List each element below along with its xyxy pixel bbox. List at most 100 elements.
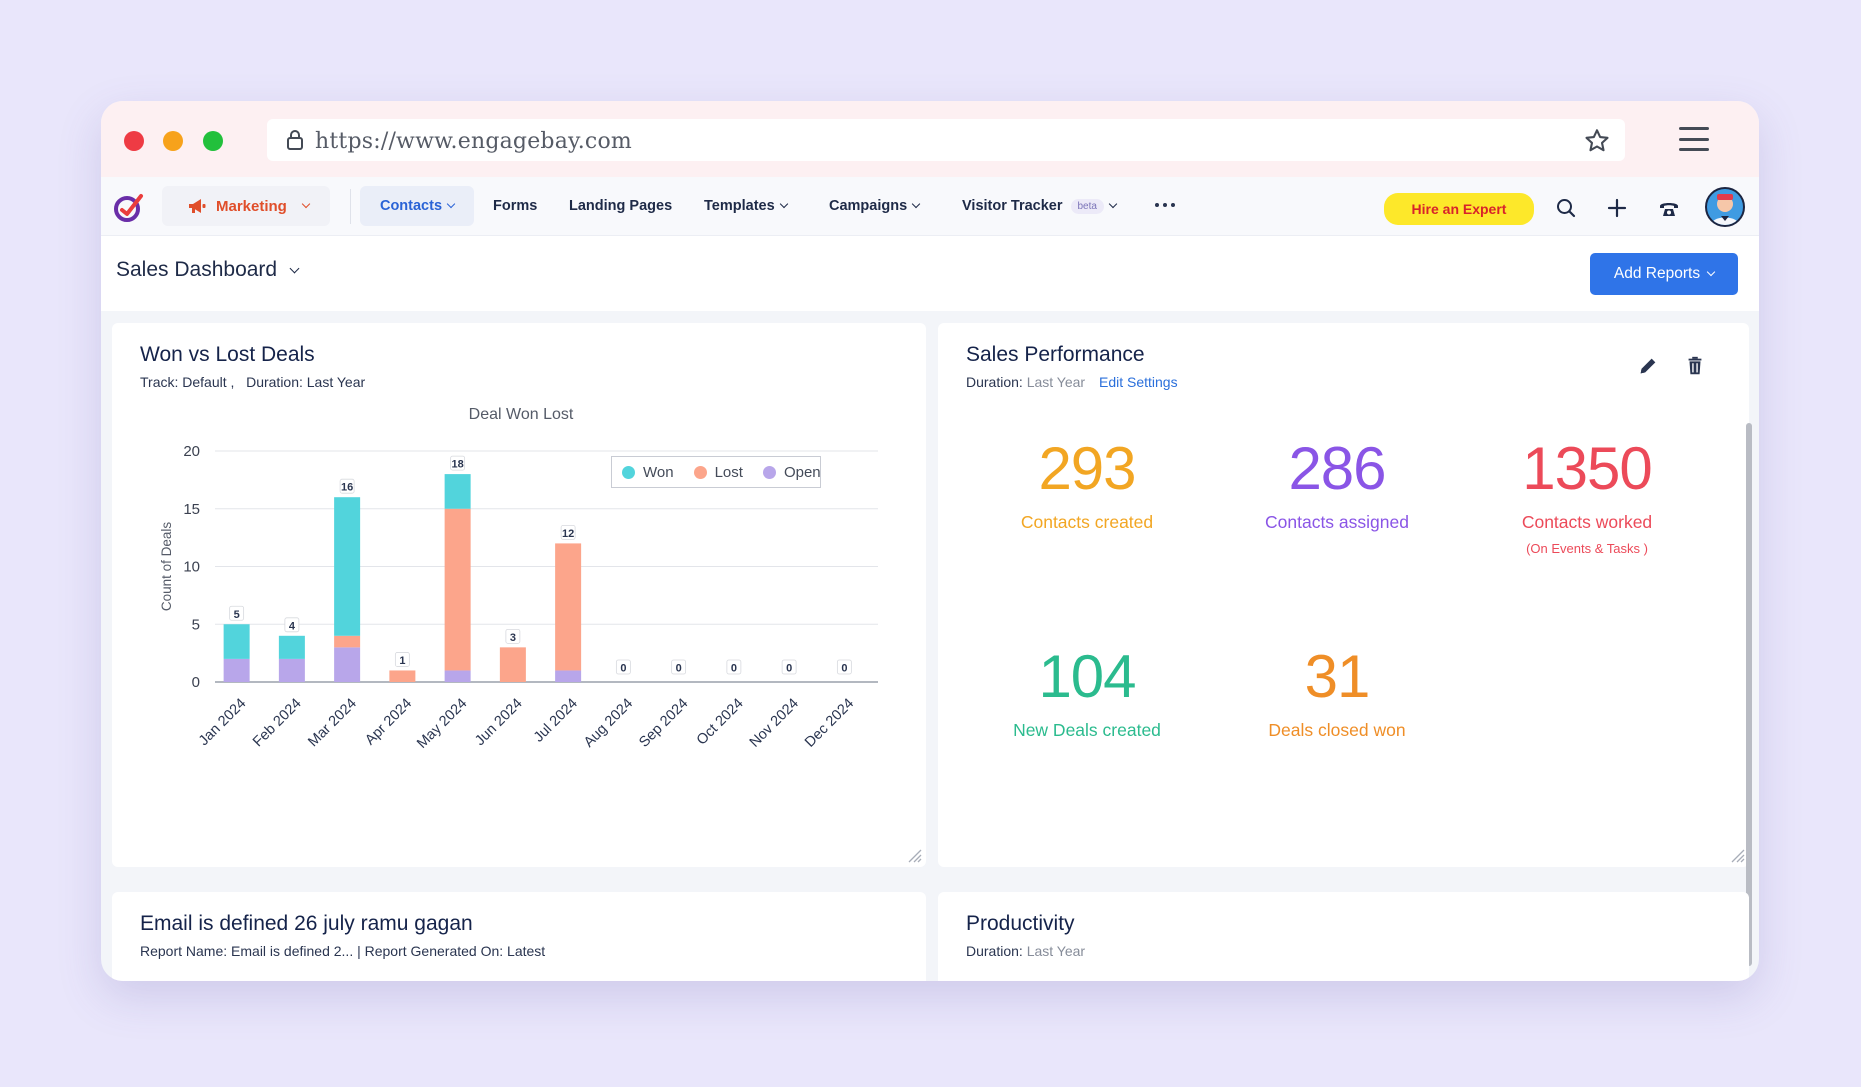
- bar-open[interactable]: [223, 658, 250, 682]
- nav-divider: [350, 189, 351, 224]
- maximize-window-dot[interactable]: [203, 131, 223, 151]
- delete-trash-icon[interactable]: [1684, 355, 1706, 377]
- bar-lost[interactable]: [499, 647, 526, 682]
- bar-won[interactable]: [223, 624, 250, 659]
- total-label: 0: [620, 663, 626, 675]
- nav-visitor-tracker[interactable]: Visitor Tracker beta: [962, 186, 1118, 226]
- metric-note: (On Events & Tasks ): [1526, 541, 1648, 556]
- x-tick-label: Jan 2024: [196, 696, 250, 750]
- total-label: 1: [399, 655, 405, 667]
- bar-open[interactable]: [444, 670, 471, 682]
- browser-menu-icon[interactable]: [1677, 123, 1711, 155]
- phone-icon[interactable]: [1657, 196, 1681, 220]
- close-window-dot[interactable]: [124, 131, 144, 151]
- nav-landing-pages[interactable]: Landing Pages: [569, 186, 672, 226]
- bar-lost[interactable]: [334, 635, 361, 648]
- marketing-label: Marketing: [216, 197, 287, 215]
- minimize-window-dot[interactable]: [163, 131, 183, 151]
- bar-open[interactable]: [334, 647, 361, 682]
- add-reports-button[interactable]: Add Reports: [1590, 253, 1738, 295]
- duration-label: Duration: Last Year: [246, 374, 366, 390]
- dashboard-selector[interactable]: Sales Dashboard: [116, 258, 300, 282]
- lock-icon: [287, 130, 303, 150]
- metric-label: Contacts worked: [1521, 512, 1653, 532]
- legend-label-open: Open: [783, 463, 821, 481]
- total-label: 5: [234, 609, 240, 621]
- x-tick-label: Nov 2024: [747, 696, 802, 751]
- total-label-box: [229, 605, 245, 621]
- bar-won[interactable]: [334, 497, 361, 636]
- hire-expert-button[interactable]: Hire an Expert: [1384, 193, 1534, 225]
- total-label-box: [781, 659, 797, 675]
- bar-lost[interactable]: [389, 670, 416, 682]
- nav-contacts[interactable]: Contacts: [360, 186, 474, 226]
- engagebay-logo-icon[interactable]: [113, 191, 145, 223]
- user-avatar-icon: [1711, 194, 1739, 225]
- legend-item-won[interactable]: Won: [622, 464, 674, 481]
- total-label: 0: [731, 663, 737, 675]
- total-label-box: [726, 659, 742, 675]
- metric-value: 286: [1288, 435, 1386, 502]
- resize-handle-icon[interactable]: [904, 845, 922, 863]
- beta-badge: beta: [1070, 198, 1104, 214]
- y-axis-label: Count of Deals: [159, 522, 174, 612]
- chevron-down-icon: [1108, 199, 1118, 209]
- plus-icon[interactable]: [1605, 196, 1629, 220]
- metric-deals-closed-won: 31 Deals closed won: [1217, 642, 1457, 741]
- x-tick-label: Sep 2024: [636, 696, 691, 751]
- total-label: 12: [562, 528, 574, 540]
- url-text[interactable]: https://www.engagebay.com: [315, 129, 632, 154]
- more-menu-icon[interactable]: [1155, 203, 1175, 207]
- nav-templates-label: Templates: [704, 198, 775, 214]
- bar-won[interactable]: [278, 635, 305, 659]
- duration-label: Duration:: [966, 943, 1023, 959]
- duration-value: Last Year: [1026, 943, 1086, 959]
- total-label-box: [284, 617, 300, 633]
- won-lost-card: Won vs Lost Deals Track: Default , Durat…: [112, 323, 926, 867]
- vertical-scrollbar[interactable]: [1746, 423, 1752, 966]
- edit-pencil-icon[interactable]: [1637, 355, 1659, 377]
- user-avatar[interactable]: [1705, 187, 1745, 227]
- bar-lost[interactable]: [444, 508, 471, 671]
- resize-handle-icon[interactable]: [1727, 845, 1745, 863]
- x-tick-label: Aug 2024: [581, 696, 636, 751]
- bar-open[interactable]: [555, 670, 582, 682]
- bar-open[interactable]: [278, 658, 305, 682]
- total-label: 0: [676, 663, 682, 675]
- productivity-title: Productivity: [966, 912, 1075, 935]
- y-tick-label: 15: [183, 501, 200, 518]
- metric-contacts-created: 293 Contacts created: [967, 434, 1207, 533]
- nav-campaigns-label: Campaigns: [829, 198, 908, 214]
- edit-settings-link[interactable]: Edit Settings: [1098, 374, 1178, 390]
- chevron-down-icon: [289, 263, 300, 273]
- legend-item-lost[interactable]: Lost: [693, 464, 743, 481]
- metric-label: Contacts assigned: [1265, 512, 1409, 532]
- chart-legend: Won Lost Open: [611, 456, 821, 488]
- search-icon[interactable]: [1554, 196, 1578, 220]
- bookmark-star-icon[interactable]: [1583, 127, 1611, 155]
- address-bar[interactable]: https://www.engagebay.com: [267, 119, 1625, 161]
- marketing-switcher[interactable]: Marketing: [162, 186, 330, 226]
- productivity-card: Productivity Duration: Last Year: [938, 892, 1749, 981]
- metric-value: 1350: [1522, 435, 1652, 502]
- x-tick-label: Jul 2024: [531, 696, 581, 746]
- total-label-box: [560, 524, 576, 540]
- bar-won[interactable]: [444, 474, 471, 509]
- nav-campaigns[interactable]: Campaigns: [829, 186, 921, 226]
- metric-label: Deals closed won: [1268, 720, 1406, 740]
- nav-visitor-tracker-label: Visitor Tracker: [962, 198, 1063, 214]
- nav-forms[interactable]: Forms: [493, 186, 537, 226]
- nav-forms-label: Forms: [493, 198, 538, 214]
- total-label-box: [505, 628, 521, 644]
- bar-lost[interactable]: [555, 543, 582, 671]
- chart-title: Deal Won Lost: [469, 406, 574, 423]
- nav-templates[interactable]: Templates: [704, 186, 788, 226]
- legend-item-open[interactable]: Open: [762, 463, 821, 481]
- y-tick-label: 5: [192, 616, 200, 633]
- total-label-box: [671, 659, 687, 675]
- productivity-subtitle: Duration: Last Year: [966, 943, 1085, 959]
- email-report-title: Email is defined 26 july ramu gagan: [140, 912, 473, 935]
- x-tick-label: Apr 2024: [362, 696, 415, 749]
- y-tick-label: 0: [192, 674, 200, 691]
